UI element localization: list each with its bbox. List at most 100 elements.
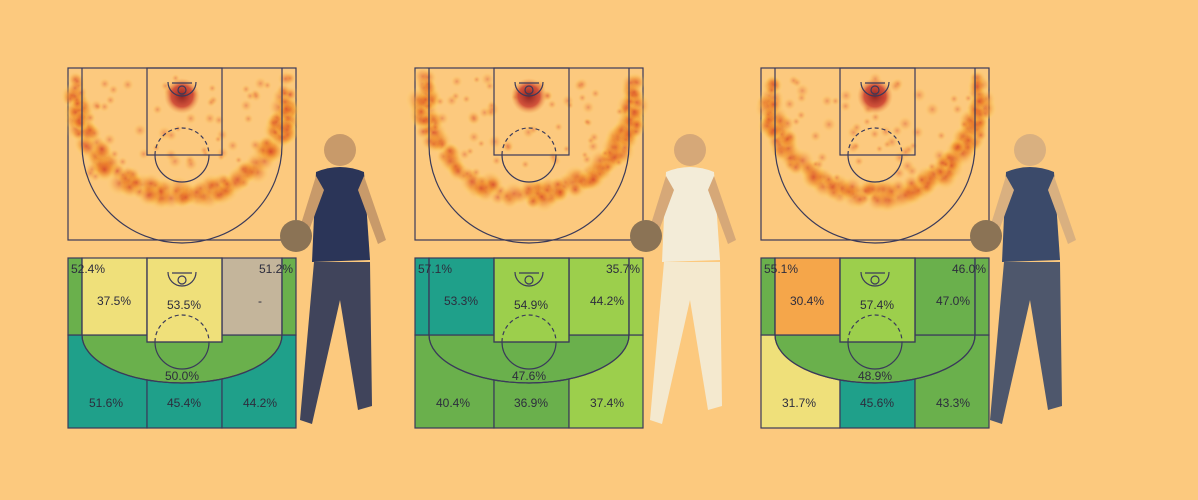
heat-blob — [608, 139, 624, 155]
heat-blob — [875, 144, 884, 154]
ft-circle — [847, 341, 903, 370]
heat-blob — [892, 182, 919, 209]
player-legs — [650, 262, 722, 424]
lane — [839, 67, 916, 156]
player-head — [674, 134, 706, 166]
player-figure — [630, 134, 736, 424]
heat-blob — [121, 78, 135, 92]
heat-blob — [151, 103, 164, 116]
lane — [146, 67, 223, 156]
ft-circle-dashed — [154, 127, 210, 156]
heat-blob — [105, 94, 116, 106]
zone-label: 45.4% — [167, 396, 201, 410]
heat-blob — [234, 155, 243, 165]
player-figure — [970, 134, 1076, 424]
heat-blob — [98, 77, 111, 90]
heat-blob — [614, 157, 624, 168]
heat-blob — [486, 133, 503, 150]
heat-blob — [783, 158, 797, 172]
heat-blob — [253, 76, 268, 91]
heat-blob — [159, 186, 183, 210]
player-figure — [280, 134, 386, 424]
restricted-arc — [860, 81, 890, 97]
zone-court: 55.1% 30.4% 57.4% 46.0% 47.0% 48.9% 31.7% 45.6%… — [760, 257, 990, 429]
ft-circle-dashed — [154, 314, 210, 343]
heat-blob — [577, 93, 588, 103]
heat-blob — [242, 113, 254, 125]
heat-blob — [958, 119, 970, 130]
heat-blob — [936, 130, 947, 141]
heat-blob — [107, 84, 120, 96]
heat-blob — [501, 181, 527, 207]
zone-label: 51.6% — [89, 396, 123, 410]
heat-blob — [203, 111, 217, 125]
heat-blob — [911, 87, 928, 103]
heat-blob — [908, 141, 918, 151]
zone-label: 57.1% — [418, 262, 452, 276]
heat-blob — [931, 147, 948, 164]
heat-blob — [109, 148, 120, 160]
hoop — [524, 85, 534, 95]
ft-circle-dashed — [847, 314, 903, 343]
heat-blob — [164, 128, 178, 142]
zone-label: 45.6% — [860, 396, 894, 410]
zone-label: 44.2% — [243, 396, 277, 410]
heat-blob — [277, 70, 294, 88]
heat-blob — [630, 117, 644, 132]
zone — [428, 257, 495, 336]
hoop — [870, 85, 880, 95]
heat-blob — [277, 120, 297, 140]
zone-label: 47.6% — [512, 369, 546, 383]
heat-blob — [534, 189, 550, 205]
ball — [280, 220, 312, 252]
heat-blob — [862, 117, 872, 127]
heat-blob — [84, 112, 96, 124]
player-arm — [708, 176, 736, 244]
heat-blob — [450, 75, 464, 88]
heat-blob — [467, 112, 481, 126]
lane — [493, 67, 570, 156]
heat-blob — [434, 111, 450, 126]
heat-blob — [263, 144, 279, 160]
heat-blob — [213, 114, 225, 126]
heat-blob — [484, 101, 501, 118]
heat-blob — [787, 74, 800, 87]
zone-label: 30.4% — [790, 294, 824, 308]
heat-blob — [553, 185, 568, 200]
heat-blob — [820, 94, 834, 108]
player-arm — [1048, 176, 1076, 244]
heat-blob — [445, 94, 459, 108]
heat-blob — [430, 122, 441, 133]
zone-label: 52.4% — [71, 262, 105, 276]
zone-label: 46.0% — [952, 262, 986, 276]
heat-blob — [226, 139, 240, 153]
heat-blob — [418, 92, 433, 107]
restricted-arc — [860, 271, 890, 287]
zone-label: 47.0% — [936, 294, 970, 308]
heat-blob — [841, 175, 863, 198]
heat-blob — [783, 129, 798, 144]
heat-blob — [821, 116, 837, 133]
heat-blob — [472, 75, 481, 84]
ball — [970, 220, 1002, 252]
ft-circle-dashed — [501, 314, 557, 343]
heat-blob — [932, 162, 949, 179]
zone-label: 55.1% — [764, 262, 798, 276]
heat-blob — [811, 160, 820, 169]
zone-label: 35.7% — [606, 262, 640, 276]
heat-blob — [71, 126, 86, 142]
heat-blob — [553, 122, 564, 132]
restricted-arc — [514, 81, 544, 97]
heat-blob — [278, 100, 294, 117]
ft-circle — [154, 341, 210, 370]
zone-court: 57.1% 53.3% 54.9% 35.7% 44.2% 47.6% 40.4% 36.9%… — [414, 257, 644, 429]
zone-label: 36.9% — [514, 396, 548, 410]
heat-blob — [520, 159, 531, 170]
heat-blob — [838, 88, 854, 103]
heat-blob — [624, 82, 645, 102]
zone — [774, 257, 841, 336]
three-point-arc — [81, 144, 283, 244]
heat-blob — [924, 101, 941, 118]
heat-blob — [590, 88, 601, 99]
